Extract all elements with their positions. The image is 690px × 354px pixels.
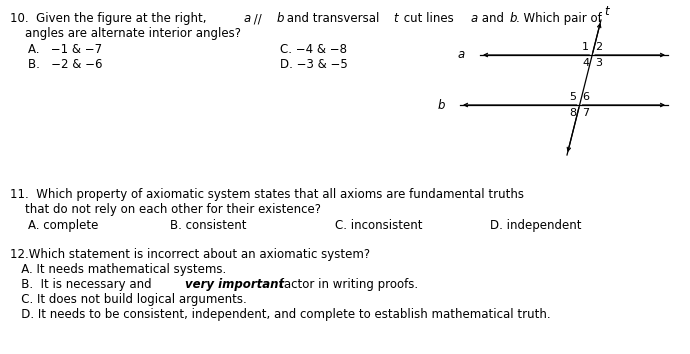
Text: C. inconsistent: C. inconsistent [335, 219, 422, 232]
Text: 3: 3 [595, 58, 602, 68]
Text: cut lines: cut lines [400, 12, 457, 25]
Text: 7: 7 [582, 108, 590, 118]
Text: 8: 8 [569, 108, 577, 118]
Text: . Which pair of: . Which pair of [516, 12, 602, 25]
Text: a: a [458, 48, 465, 62]
Text: D. −3 & −5: D. −3 & −5 [280, 58, 348, 71]
Text: 12.Which statement is incorrect about an axiomatic system?: 12.Which statement is incorrect about an… [10, 248, 370, 261]
Text: C. It does not build logical arguments.: C. It does not build logical arguments. [10, 293, 247, 306]
Text: D. independent: D. independent [490, 219, 582, 232]
Text: C. −4 & −8: C. −4 & −8 [280, 43, 347, 56]
Text: t: t [604, 5, 609, 18]
Text: 1: 1 [582, 42, 589, 52]
Text: 2: 2 [595, 42, 602, 52]
Text: 5: 5 [569, 92, 577, 102]
Text: D. It needs to be consistent, independent, and complete to establish mathematica: D. It needs to be consistent, independen… [10, 308, 551, 321]
Text: a: a [244, 12, 251, 25]
Text: and transversal: and transversal [283, 12, 383, 25]
Text: B.   −2 & −6: B. −2 & −6 [28, 58, 103, 71]
Text: 6: 6 [582, 92, 589, 102]
Text: A. complete: A. complete [28, 219, 99, 232]
Text: t: t [393, 12, 397, 25]
Text: b: b [510, 12, 518, 25]
Text: a: a [471, 12, 478, 25]
Text: b: b [276, 12, 284, 25]
Text: very important: very important [186, 278, 284, 291]
Text: and: and [477, 12, 507, 25]
Text: that do not rely on each other for their existence?: that do not rely on each other for their… [10, 203, 321, 216]
Text: //: // [250, 12, 266, 25]
Text: B.  It is necessary and: B. It is necessary and [10, 278, 155, 291]
Text: 4: 4 [582, 58, 589, 68]
Text: 11.  Which property of axiomatic system states that all axioms are fundamental t: 11. Which property of axiomatic system s… [10, 188, 524, 201]
Text: factor in writing proofs.: factor in writing proofs. [276, 278, 418, 291]
Text: b: b [438, 98, 446, 112]
Text: 10.  Given the figure at the right,: 10. Given the figure at the right, [10, 12, 210, 25]
Text: B. consistent: B. consistent [170, 219, 246, 232]
Text: A. It needs mathematical systems.: A. It needs mathematical systems. [10, 263, 226, 276]
Text: A.   −1 & −7: A. −1 & −7 [28, 43, 102, 56]
Text: angles are alternate interior angles?: angles are alternate interior angles? [10, 27, 241, 40]
